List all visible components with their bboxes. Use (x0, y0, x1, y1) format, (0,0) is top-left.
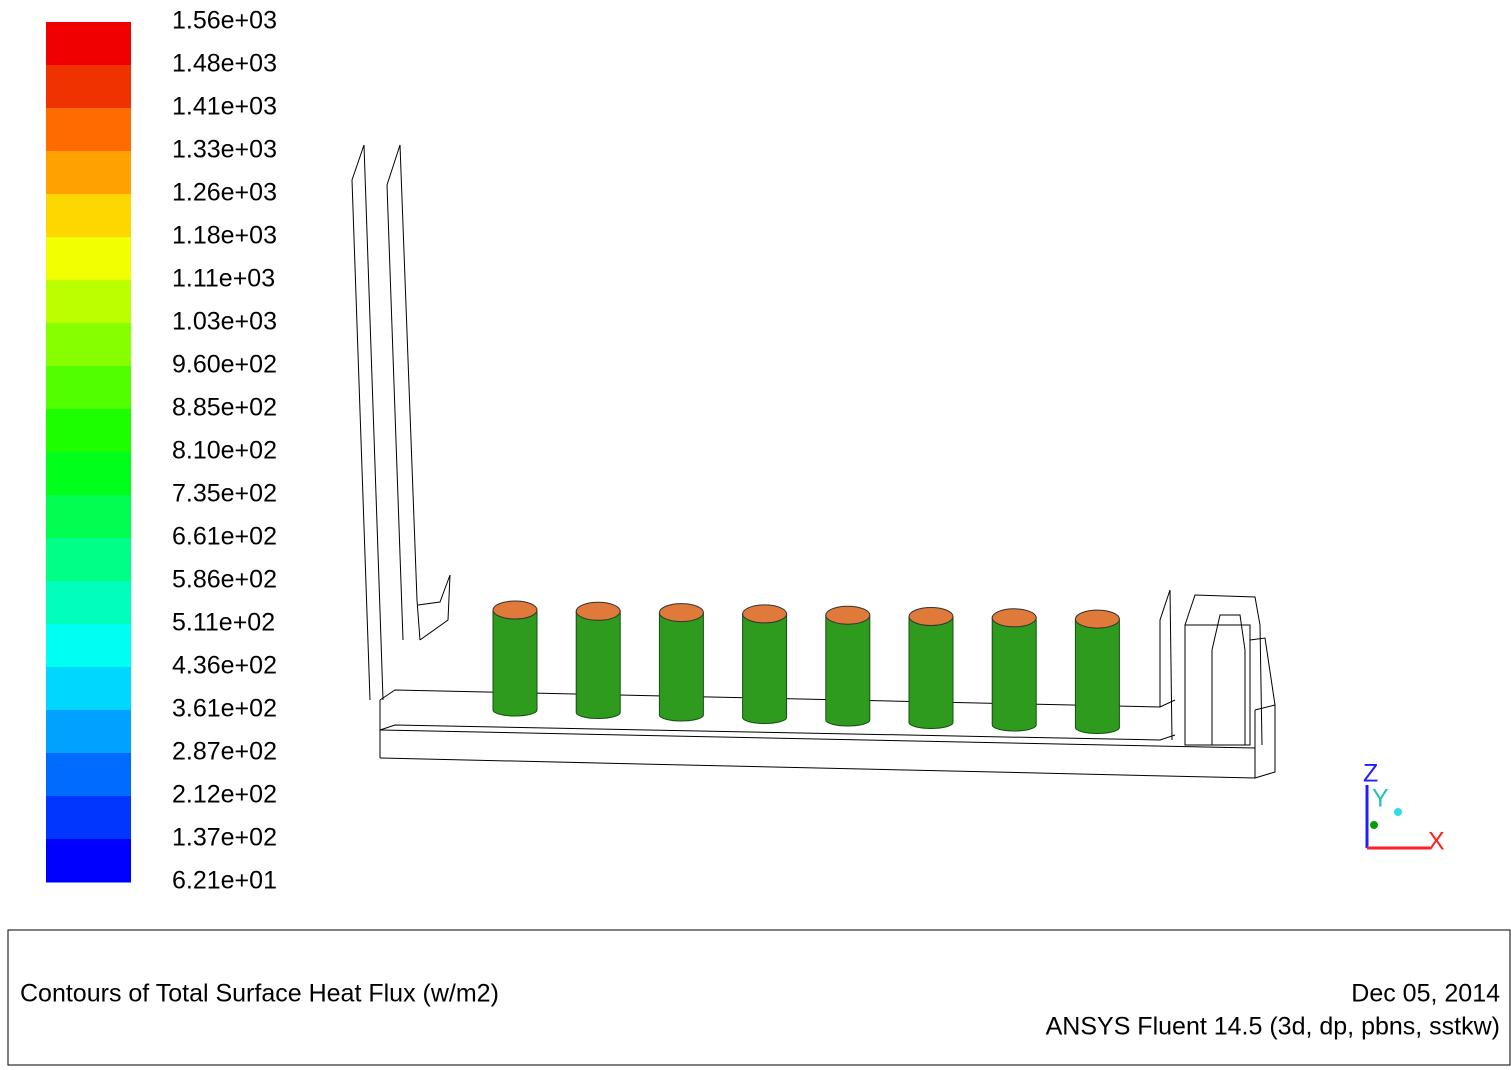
colorbar-label: 1.18e+03 (172, 222, 277, 250)
colorbar-label: 5.11e+02 (172, 609, 275, 637)
footer-date: Dec 05, 2014 (1351, 980, 1500, 1008)
cylinder (992, 618, 1036, 731)
colorbar-label: 1.41e+03 (172, 93, 277, 121)
colorbar-segment (46, 409, 131, 453)
colorbar-segment (46, 753, 131, 797)
footer-version: ANSYS Fluent 14.5 (3d, dp, pbns, sstkw) (1046, 1013, 1500, 1041)
colorbar-segment (46, 65, 131, 109)
triad: Z Y X (1363, 760, 1445, 856)
wireframe (352, 145, 1275, 778)
colorbar-segment (46, 194, 131, 238)
cylinder-top (992, 609, 1036, 627)
colorbar-label: 1.03e+03 (172, 308, 277, 336)
viewport: Z Y X Contours of Total Surface Heat Flu… (0, 0, 1511, 1070)
colorbar-label: 8.10e+02 (172, 437, 277, 465)
colorbar-segment (46, 538, 131, 582)
colorbar-label: 6.21e+01 (172, 867, 277, 895)
colorbar-label: 7.35e+02 (172, 480, 277, 508)
cylinder-top (1075, 610, 1119, 628)
cylinder-top (576, 602, 620, 620)
colorbar-label: 9.60e+02 (172, 351, 277, 379)
colorbar-label: 1.37e+02 (172, 824, 277, 852)
colorbar-label: 1.33e+03 (172, 136, 277, 164)
z-label: Z (1363, 760, 1378, 788)
colorbar-label: 3.61e+02 (172, 695, 277, 723)
cylinder-top (909, 608, 953, 626)
colorbar-label: 1.11e+03 (172, 265, 275, 293)
y-axis (1370, 821, 1378, 829)
colorbar-segment (46, 839, 131, 883)
cylinder (659, 613, 703, 721)
colorbar-segment (46, 667, 131, 711)
colorbar-label: 2.87e+02 (172, 738, 277, 766)
colorbar-segment (46, 108, 131, 152)
colorbar-segment (46, 22, 131, 66)
cylinder-top (826, 606, 870, 624)
cylinder-top (743, 605, 787, 623)
colorbar-segment (46, 452, 131, 496)
colorbar-segment (46, 624, 131, 668)
footer-title: Contours of Total Surface Heat Flux (w/m… (20, 980, 499, 1008)
colorbar-segment (46, 495, 131, 539)
colorbar-segment (46, 710, 131, 754)
cylinder (1075, 619, 1119, 733)
colorbar-label: 8.85e+02 (172, 394, 277, 422)
colorbar-label: 2.12e+02 (172, 781, 277, 809)
cylinder (493, 610, 537, 716)
colorbar-segment (46, 581, 131, 625)
y-dot (1394, 808, 1402, 816)
colorbar-segment (46, 151, 131, 195)
y-label: Y (1372, 785, 1389, 813)
colorbar-label: 1.26e+03 (172, 179, 277, 207)
colorbar-segment (46, 366, 131, 410)
colorbar-label: 5.86e+02 (172, 566, 277, 594)
page: Z Y X Contours of Total Surface Heat Flu… (0, 0, 1511, 1070)
cylinder (909, 617, 953, 729)
colorbar-segment (46, 796, 131, 840)
cylinder (576, 611, 620, 718)
colorbar-segment (46, 323, 131, 367)
colorbar-label: 4.36e+02 (172, 652, 277, 680)
colorbar-segment (46, 237, 131, 281)
colorbar-label: 1.48e+03 (172, 50, 277, 78)
cylinder (826, 615, 870, 726)
x-label: X (1428, 828, 1445, 856)
colorbar-label: 1.56e+03 (172, 7, 277, 35)
cylinder-top (659, 604, 703, 622)
colorbar-label: 6.61e+02 (172, 523, 277, 551)
cylinder (743, 614, 787, 724)
cylinder-top (493, 601, 537, 619)
colorbar-segment (46, 280, 131, 324)
